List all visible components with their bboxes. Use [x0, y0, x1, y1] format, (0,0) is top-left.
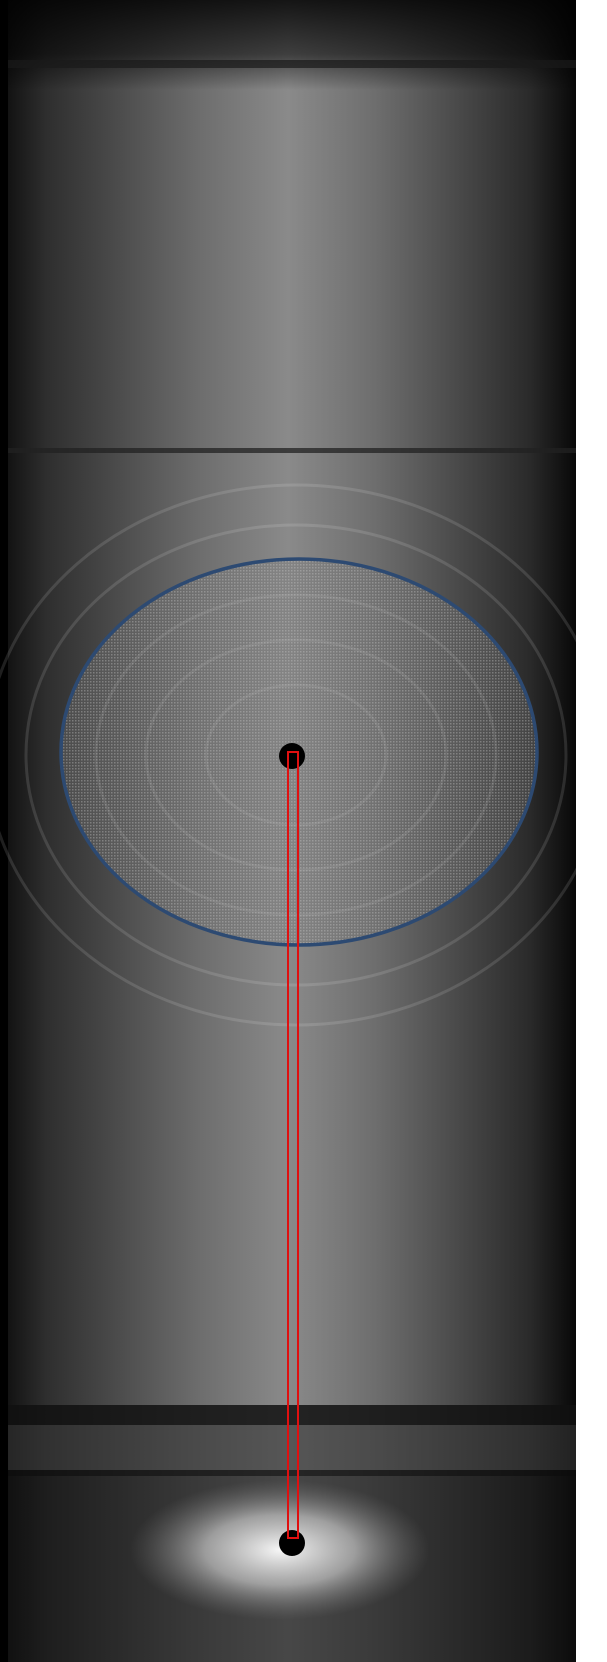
beam-stop-bottom [279, 1530, 305, 1556]
page [0, 0, 607, 1662]
beam-stop [279, 743, 305, 769]
detector-image [0, 0, 607, 1662]
